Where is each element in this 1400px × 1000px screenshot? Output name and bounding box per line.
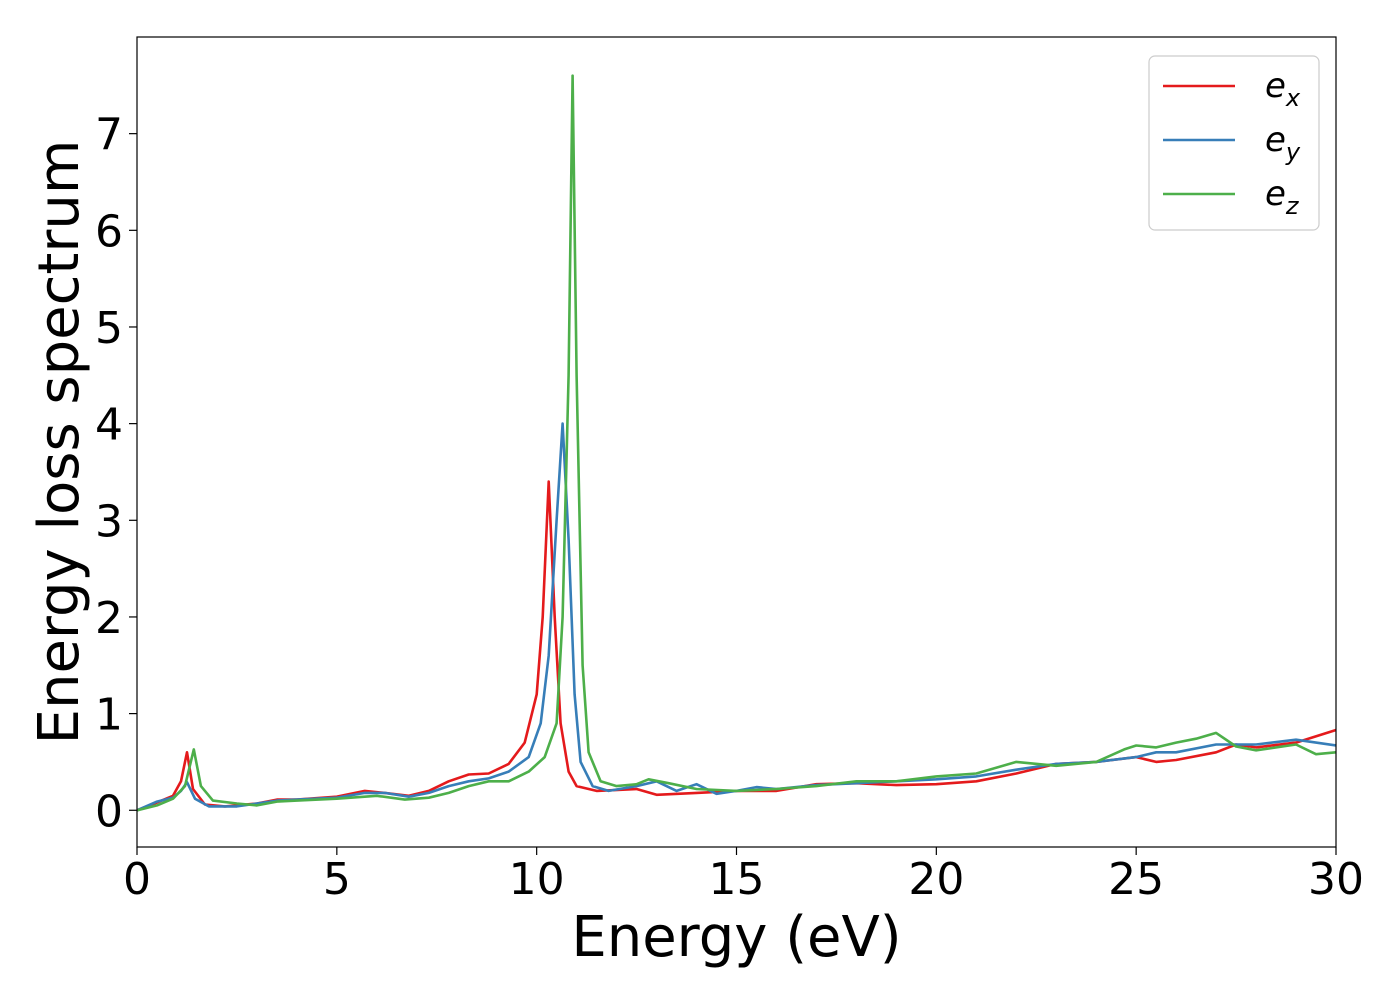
y-tick-label: 0	[95, 786, 123, 837]
legend-label-x: ex	[1265, 66, 1301, 112]
series-line-x	[137, 480, 1336, 812]
x-tick-label: 5	[323, 854, 351, 905]
y-tick-label: 1	[95, 690, 123, 741]
x-tick-label: 0	[123, 854, 151, 905]
y-axis-label: Energy loss spectrum	[27, 140, 92, 745]
series-line-z	[137, 74, 1336, 812]
y-tick-label: 6	[95, 206, 123, 257]
x-axis-ticks: 0 5 10 15 20 25 30	[123, 847, 1364, 905]
legend-label-z: ez	[1265, 174, 1300, 220]
y-tick-label: 3	[95, 496, 123, 547]
x-tick-label: 30	[1308, 854, 1364, 905]
series-layer	[137, 74, 1336, 812]
x-tick-label: 20	[908, 854, 964, 905]
series-line-y	[137, 422, 1336, 812]
x-tick-label: 10	[509, 854, 565, 905]
legend-box	[1148, 55, 1320, 231]
legend-label-y: ey	[1265, 120, 1301, 166]
legend: ex ey ez	[1148, 55, 1320, 231]
x-axis-label: Energy (eV)	[571, 905, 901, 970]
y-tick-label: 4	[95, 400, 123, 451]
y-tick-label: 5	[95, 303, 123, 354]
x-tick-label: 15	[709, 854, 765, 905]
y-tick-label: 2	[95, 593, 123, 644]
y-axis-ticks: 0 1 2 3 4 5 6 7	[95, 110, 137, 837]
y-tick-label: 7	[95, 110, 123, 161]
x-tick-label: 25	[1108, 854, 1164, 905]
